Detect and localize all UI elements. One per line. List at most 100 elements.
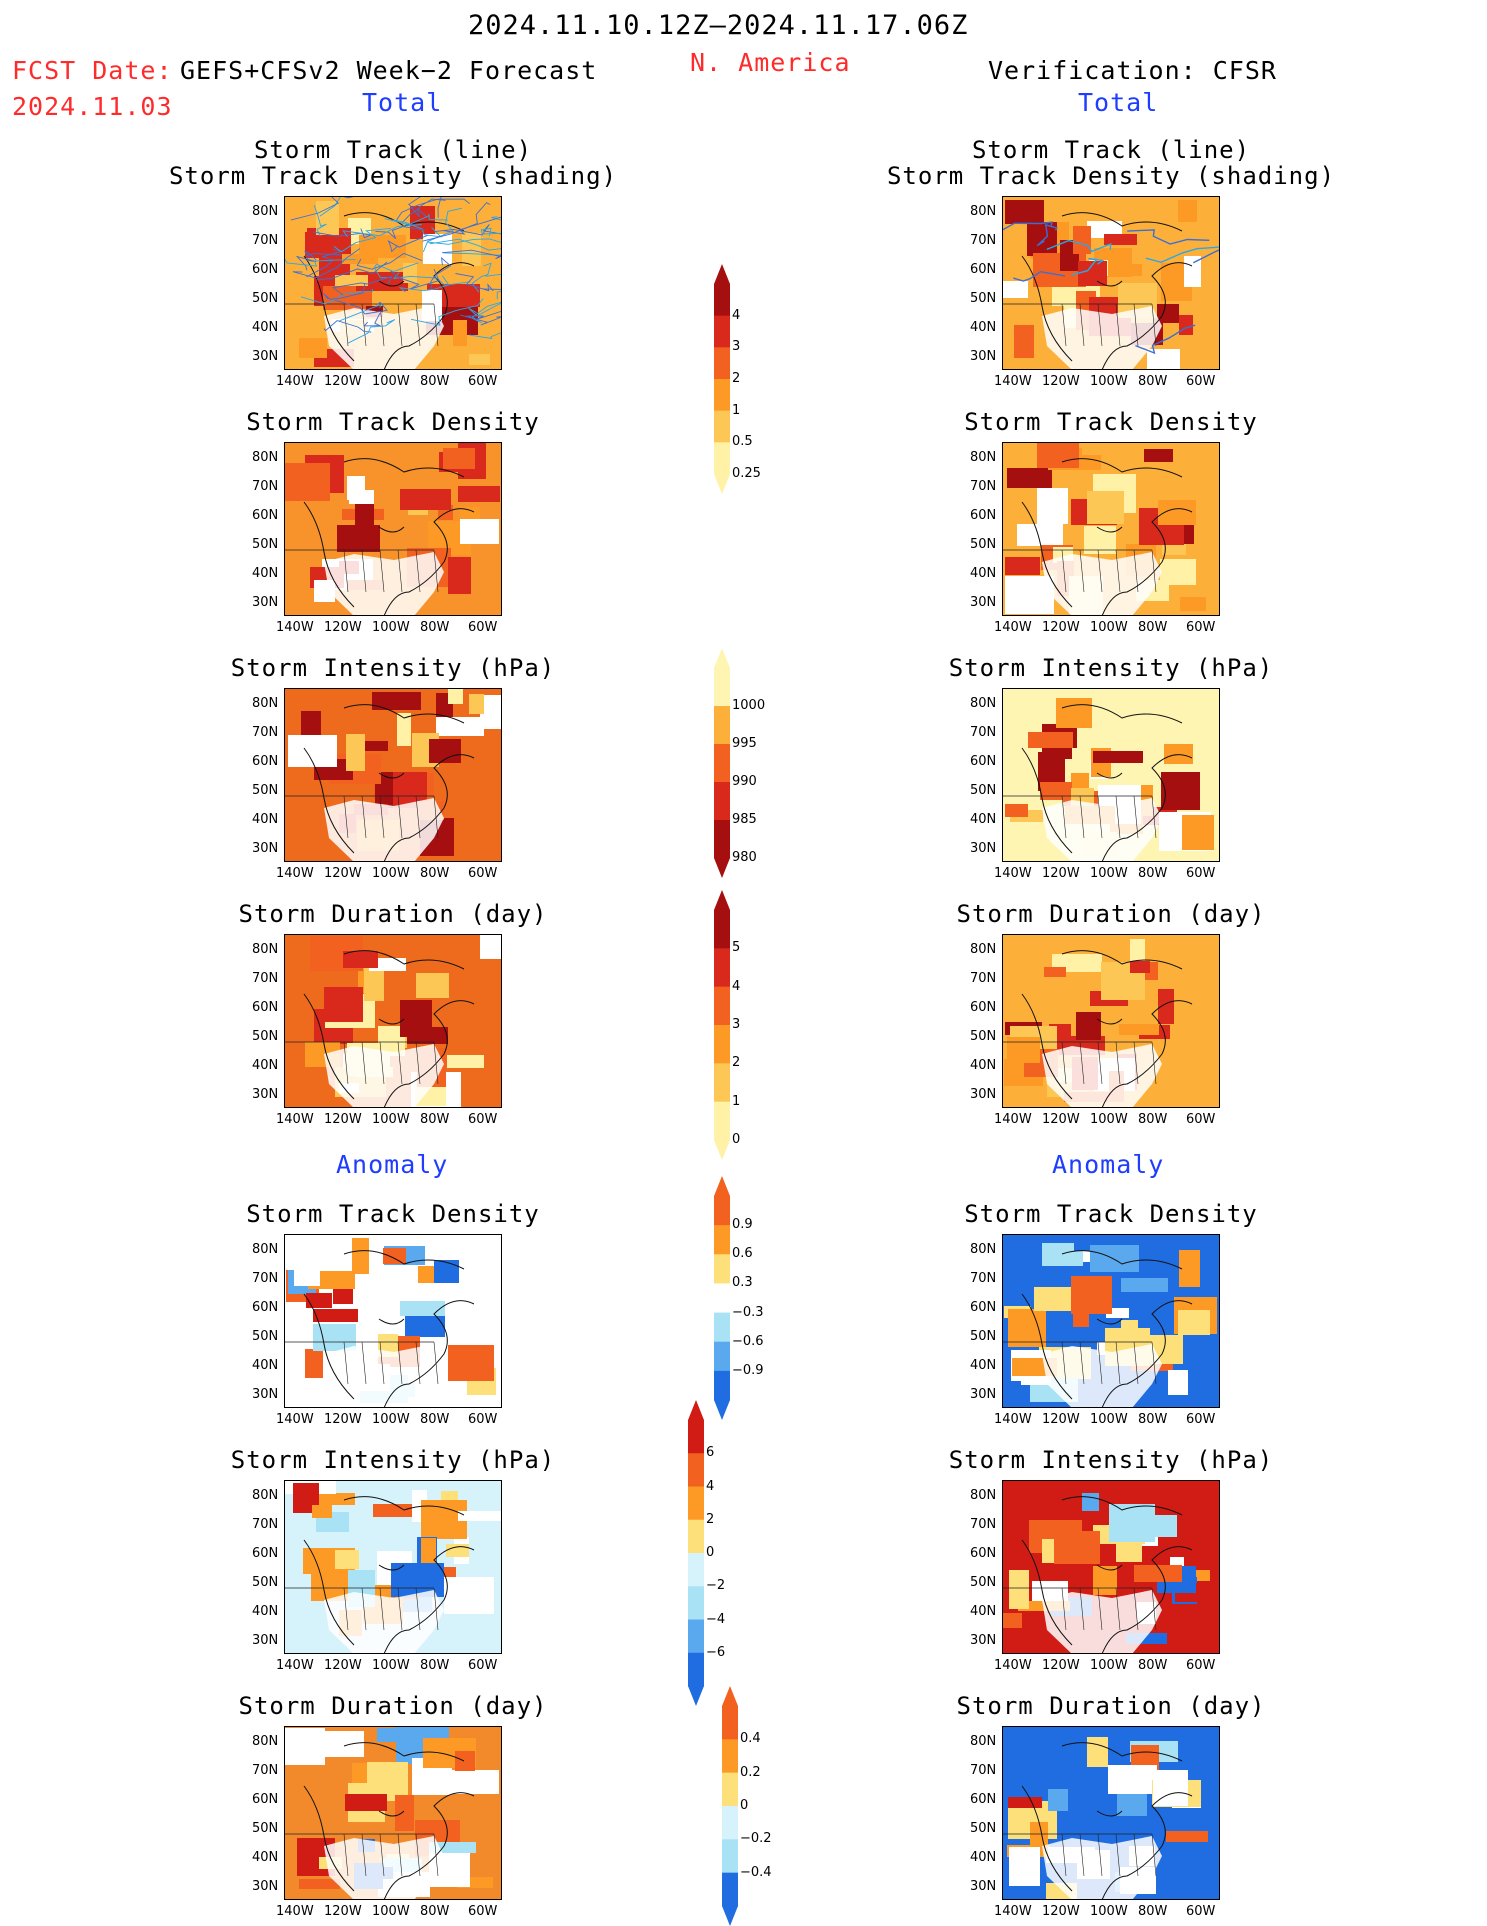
lon-tick-label: 120W xyxy=(1042,1412,1080,1427)
lat-tick-label: 70N xyxy=(970,479,997,494)
map-vf-track xyxy=(1002,196,1220,370)
panel-title-fc-density-anom: Storm Track Density xyxy=(133,1202,653,1228)
storm-track-line xyxy=(300,289,374,305)
map-shading-cell xyxy=(1178,1310,1210,1335)
map-frame xyxy=(1002,1726,1220,1900)
lon-tick-label: 60W xyxy=(468,374,498,389)
colorbar-segment xyxy=(714,820,730,859)
map-state-border xyxy=(361,1833,367,1877)
colorbar-segment xyxy=(722,1772,738,1807)
panel-title-vf-density-anom: Storm Track Density xyxy=(851,1202,1371,1228)
colorbar-segment xyxy=(714,1370,730,1401)
lon-tick-label: 140W xyxy=(276,1658,314,1673)
colorbar-segment xyxy=(722,1706,738,1740)
colorbar-label: 2 xyxy=(732,1055,741,1071)
map-shading-cell xyxy=(364,963,384,1001)
map-shading-cell xyxy=(469,354,490,365)
map-shading-cell xyxy=(458,1511,501,1521)
storm-track-line xyxy=(422,202,491,242)
map-coastline xyxy=(1021,212,1193,370)
map-shading-cell xyxy=(1017,524,1063,546)
lat-tick-label: 80N xyxy=(970,450,997,465)
colorbar-segment xyxy=(714,442,730,475)
map-state-border xyxy=(361,1587,367,1631)
colorbar-segment xyxy=(722,1839,738,1874)
lat-tick-label: 40N xyxy=(970,1058,997,1073)
lon-tick-label: 100W xyxy=(372,374,410,389)
map-shading-cell xyxy=(400,1000,432,1037)
map-shading-cell xyxy=(446,1544,469,1557)
colorbar-top-arrow xyxy=(714,648,730,668)
lon-tick-label: 140W xyxy=(994,620,1032,635)
storm-track-line xyxy=(460,314,502,326)
panel-title-line: Storm Track Density xyxy=(964,1200,1258,1228)
map-shading-cell xyxy=(434,1260,459,1283)
colorbar-label: 995 xyxy=(732,736,757,751)
map-svg xyxy=(1002,1726,1220,1900)
lon-tick-label: 120W xyxy=(324,1904,362,1919)
lon-tick-label: 100W xyxy=(372,866,410,881)
lat-tick-label: 70N xyxy=(970,971,997,986)
storm-track-line xyxy=(373,262,419,279)
map-state-border xyxy=(1097,1833,1103,1877)
panel-title-fc-track: Storm Track (line) Storm Track Density (s… xyxy=(133,138,653,190)
map-state-border xyxy=(343,795,349,839)
lat-tick-label: 70N xyxy=(252,1271,279,1286)
map-state-border xyxy=(433,795,439,839)
map-state-border xyxy=(433,1587,439,1631)
map-state-border xyxy=(397,549,403,593)
panel-title-line: Storm Track Density xyxy=(246,1200,540,1228)
lat-tick-label: 60N xyxy=(252,262,279,277)
lon-tick-label: 60W xyxy=(1186,866,1216,881)
lon-tick-label: 120W xyxy=(1042,620,1080,635)
map-frame xyxy=(284,934,502,1108)
map-shading-cell xyxy=(1178,200,1197,222)
colorbar-bottom-arrow xyxy=(688,1686,704,1706)
colorbar-cb-density xyxy=(714,264,730,494)
colorbar-segment xyxy=(714,1312,730,1343)
lon-tick-label: 120W xyxy=(1042,374,1080,389)
map-shading-cell xyxy=(294,1249,320,1286)
map-shading-cell xyxy=(458,486,500,502)
map-shading-cell xyxy=(306,1293,332,1308)
map-shading-cell xyxy=(1119,1024,1159,1035)
map-frame xyxy=(1002,688,1220,862)
map-state-border xyxy=(1133,1041,1139,1085)
map-land-unshaded xyxy=(1042,1044,1162,1108)
map-coastline xyxy=(303,1742,475,1900)
lat-tick-label: 50N xyxy=(252,291,279,306)
map-frame xyxy=(1002,442,1220,616)
colorbar-bottom-arrow xyxy=(714,1400,730,1420)
map-shading-cell xyxy=(1003,1613,1022,1628)
lon-tick-label: 140W xyxy=(994,866,1032,881)
map-shading-cell xyxy=(460,507,480,521)
panel-title-fc-duration: Storm Duration (day) xyxy=(133,902,653,928)
panel-title-line: Storm Duration (day) xyxy=(238,900,548,928)
colorbar-label: −0.2 xyxy=(740,1831,772,1847)
map-coastline xyxy=(303,1250,475,1408)
colorbar-segment xyxy=(714,986,730,1026)
map-shading-cell xyxy=(1037,442,1079,468)
map-shading-cell xyxy=(1106,1308,1129,1318)
colorbar-label: 1 xyxy=(732,1093,741,1109)
map-coastline xyxy=(1021,1742,1193,1900)
map-shading-cell xyxy=(346,734,365,771)
colorbar-label: 0.5 xyxy=(732,434,753,450)
lon-tick-label: 80W xyxy=(1138,866,1168,881)
colorbar-top-arrow xyxy=(714,1176,730,1196)
map-shading-cell xyxy=(313,1324,356,1351)
lat-tick-label: 30N xyxy=(970,1879,997,1894)
map-shading-cell xyxy=(1009,1847,1040,1886)
colorbar-label: 0.25 xyxy=(732,466,761,481)
map-shading-cell xyxy=(455,1751,475,1771)
map-shading-cell xyxy=(460,519,499,544)
map-shading-cell xyxy=(1121,1278,1168,1292)
lon-tick-label: 80W xyxy=(1138,620,1168,635)
map-state-border xyxy=(1133,549,1139,593)
lon-tick-label: 60W xyxy=(1186,1412,1216,1427)
map-shading-cell xyxy=(284,463,330,501)
map-svg xyxy=(284,934,502,1108)
map-shading-cell xyxy=(1082,1493,1099,1511)
map-svg xyxy=(284,1234,502,1408)
colorbar-label: 980 xyxy=(732,850,757,865)
